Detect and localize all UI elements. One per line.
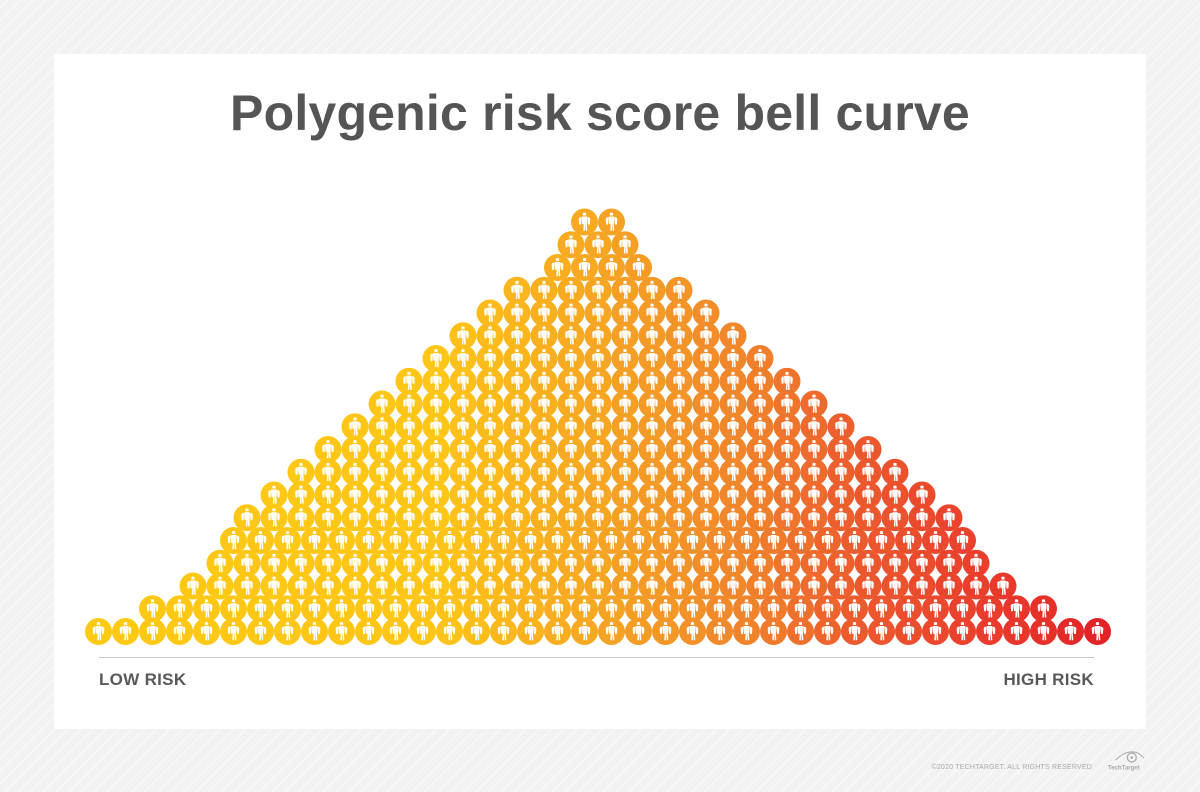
svg-text:TechTarget: TechTarget (1108, 764, 1140, 771)
